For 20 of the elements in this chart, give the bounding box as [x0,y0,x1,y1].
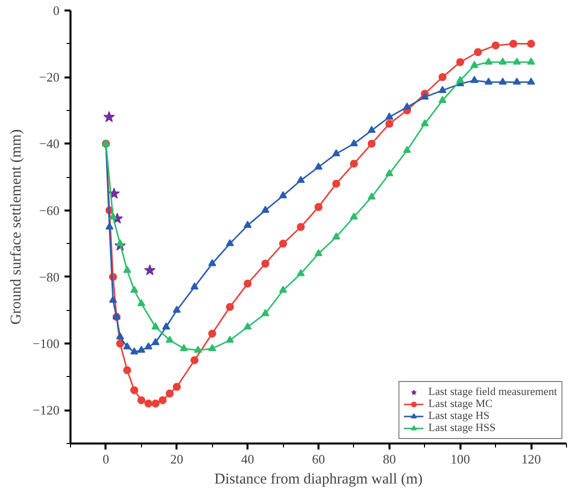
x-axis-title: Distance from diaphragm wall (m) [214,472,423,488]
y-axis-title: Ground surface settlement (mm) [8,129,25,325]
y-tick-label: −40 [39,136,60,152]
y-tick-label: 0 [53,3,60,18]
legend-label: Last stage field measurement [428,386,557,398]
legend-label: Last stage HS [428,410,490,422]
y-tick-label: −20 [39,70,60,85]
x-tick-label: 0 [102,452,110,466]
y-tick-label: −80 [39,269,60,284]
x-tick-label: 120 [521,452,541,466]
legend-label: Last stage MC [428,398,493,410]
x-tick-label: 100 [450,452,470,466]
y-tick-label: −120 [32,402,60,418]
x-tick-label: 80 [382,452,396,466]
legend-label: Last stage HSS [428,422,496,434]
y-tick-label: −100 [32,336,60,352]
x-tick-label: 20 [170,452,184,466]
y-tick-label: −60 [39,202,60,218]
x-tick-label: 40 [241,452,254,466]
x-tick-label: 60 [312,452,325,466]
